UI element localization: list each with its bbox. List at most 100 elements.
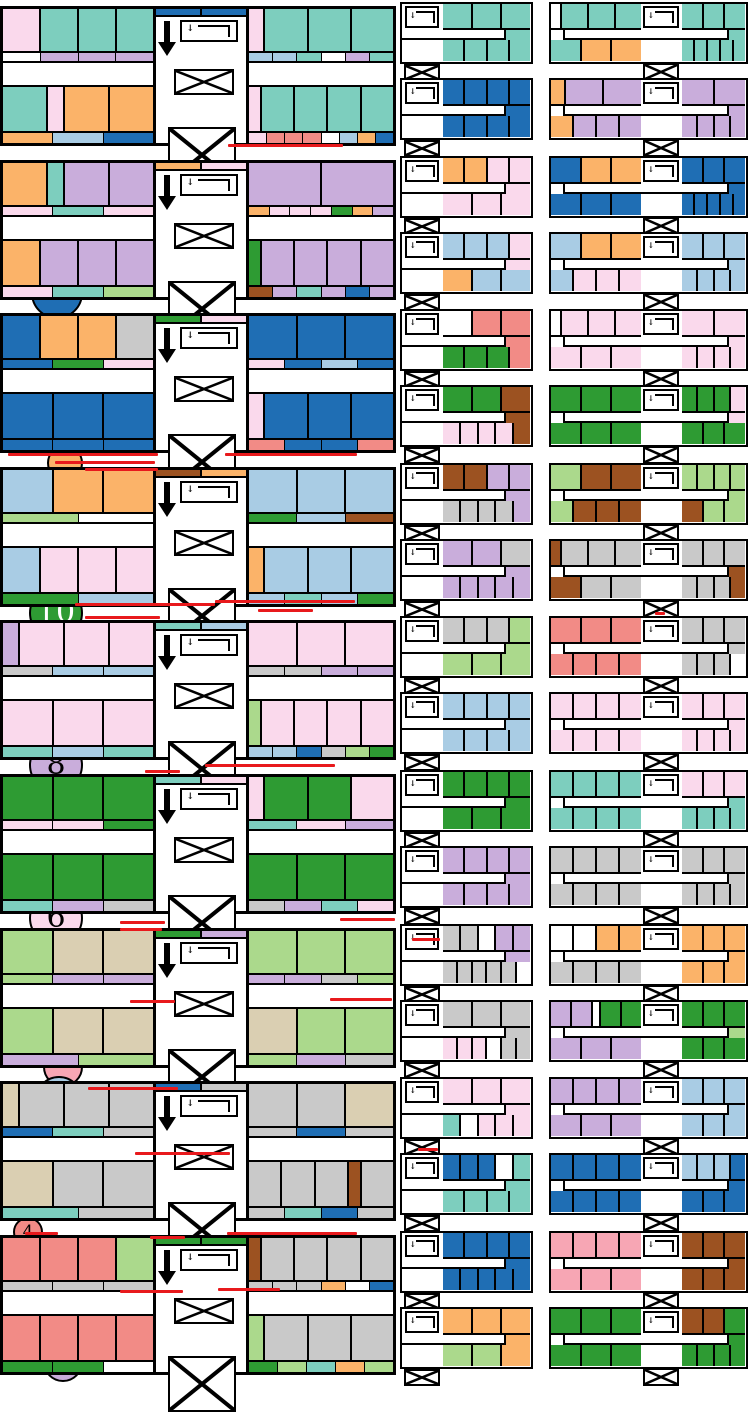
small-bottom-pre-cells [551, 116, 641, 137]
room-cell [368, 53, 394, 61]
stair-run-line [416, 700, 435, 713]
right-small-plan: ↓ [549, 463, 748, 542]
small-bottom-cells [443, 1191, 530, 1212]
lower-rooms-left [3, 546, 153, 594]
room-cell [249, 1282, 273, 1290]
room-cell [344, 1055, 393, 1065]
room-cell [572, 270, 595, 291]
right-small-plan: ↓ [549, 692, 748, 771]
room-cell [156, 1238, 200, 1244]
stair-run-line [416, 393, 435, 406]
stair-icon: ↓ [643, 774, 679, 796]
room-cell [200, 316, 246, 322]
room-cell [306, 548, 350, 592]
room-cell [613, 4, 642, 28]
room-cell [326, 1238, 360, 1280]
room-cell [115, 53, 153, 61]
room-cell [512, 423, 530, 444]
room-cell [507, 618, 530, 642]
room-cell [610, 423, 642, 444]
room-cell [728, 730, 745, 751]
lower-rooms-right [249, 1007, 394, 1055]
mid-small-plan: ↓ [400, 1307, 533, 1386]
room-cell [284, 667, 321, 675]
room-cell [249, 701, 260, 745]
stair-icon: ↓ [643, 313, 679, 335]
stair-run-line [198, 331, 230, 344]
room-cell [443, 116, 464, 137]
room-cell [682, 1233, 702, 1257]
room-cell [470, 808, 501, 829]
room-cell [3, 470, 52, 512]
stair-run-line [416, 1161, 435, 1174]
stair-icon: ↓ [180, 1249, 238, 1271]
small-corridor [551, 874, 745, 884]
small-top-cells [443, 80, 530, 106]
room-cell [595, 848, 618, 872]
small-top-post-cells [682, 1079, 746, 1105]
stair-run-line [654, 240, 675, 253]
room-cell [344, 53, 369, 61]
room-cell [507, 884, 530, 905]
stair-down-arrow-icon: ↓ [409, 86, 417, 97]
small-top-cells [443, 541, 531, 567]
room-cell [682, 1191, 702, 1212]
corridor-end-cell [504, 1259, 530, 1269]
lower-rooms-left [3, 239, 153, 287]
room-cell [618, 116, 641, 137]
room-cell [551, 730, 572, 751]
room-cell [313, 1162, 347, 1206]
small-top-cells [443, 1155, 530, 1181]
corridor-end-cell [727, 1028, 745, 1038]
small-top-pre-cells [551, 1233, 641, 1259]
room-cell [610, 1115, 642, 1136]
red-annotation-line [145, 770, 180, 773]
corridor-end-cell [727, 260, 745, 270]
room-cell [500, 1002, 531, 1026]
room-cell [3, 1128, 53, 1136]
room-cell [443, 694, 464, 718]
room-cell [599, 1002, 621, 1026]
room-cell [52, 821, 103, 829]
small-top-cells [443, 618, 530, 644]
elevator-x-icon [404, 678, 440, 695]
stair-icon: ↓ [643, 1157, 679, 1179]
stair-icon: ↓ [643, 467, 679, 489]
room-cell [293, 1238, 327, 1280]
red-annotation-line [130, 1000, 175, 1003]
room-cell [115, 1238, 153, 1280]
upper-rooms-left [3, 1084, 153, 1128]
room-cell [344, 855, 394, 899]
room-cell [3, 514, 78, 522]
room-cell [551, 80, 564, 104]
upper-rooms-left [3, 931, 154, 975]
small-bottom-cells [443, 40, 530, 61]
stair-run-line [198, 1253, 230, 1266]
small-bottom-pre-cells [551, 1269, 642, 1290]
room-cell [723, 926, 746, 950]
room-cell [470, 194, 501, 215]
stair-icon: ↓ [180, 327, 238, 349]
room-cell [470, 1309, 501, 1333]
lower-rooms-right [249, 392, 393, 440]
bottom-strip-right [249, 1055, 393, 1065]
stair-run-line [416, 1085, 435, 1098]
room-cell [102, 821, 153, 829]
corridor-end-cell [504, 1335, 530, 1345]
stair-down-arrow-icon: ↓ [186, 638, 194, 649]
room-cell [443, 848, 464, 872]
stair-run-line [654, 317, 675, 330]
room-cell [500, 270, 531, 291]
room-cell [356, 440, 393, 450]
room-cell [344, 1128, 393, 1136]
small-corridor [402, 874, 530, 884]
room-cell [349, 777, 393, 819]
room-cell [590, 1002, 600, 1026]
stair-icon: ↓ [405, 6, 439, 28]
room-cell [507, 465, 530, 489]
room-cell [712, 654, 729, 675]
entry-arrow-head [158, 1117, 176, 1131]
small-bottom-post-cells [682, 577, 745, 598]
upper-strip-left [3, 514, 153, 524]
small-bottom-pre-cells [551, 270, 641, 291]
